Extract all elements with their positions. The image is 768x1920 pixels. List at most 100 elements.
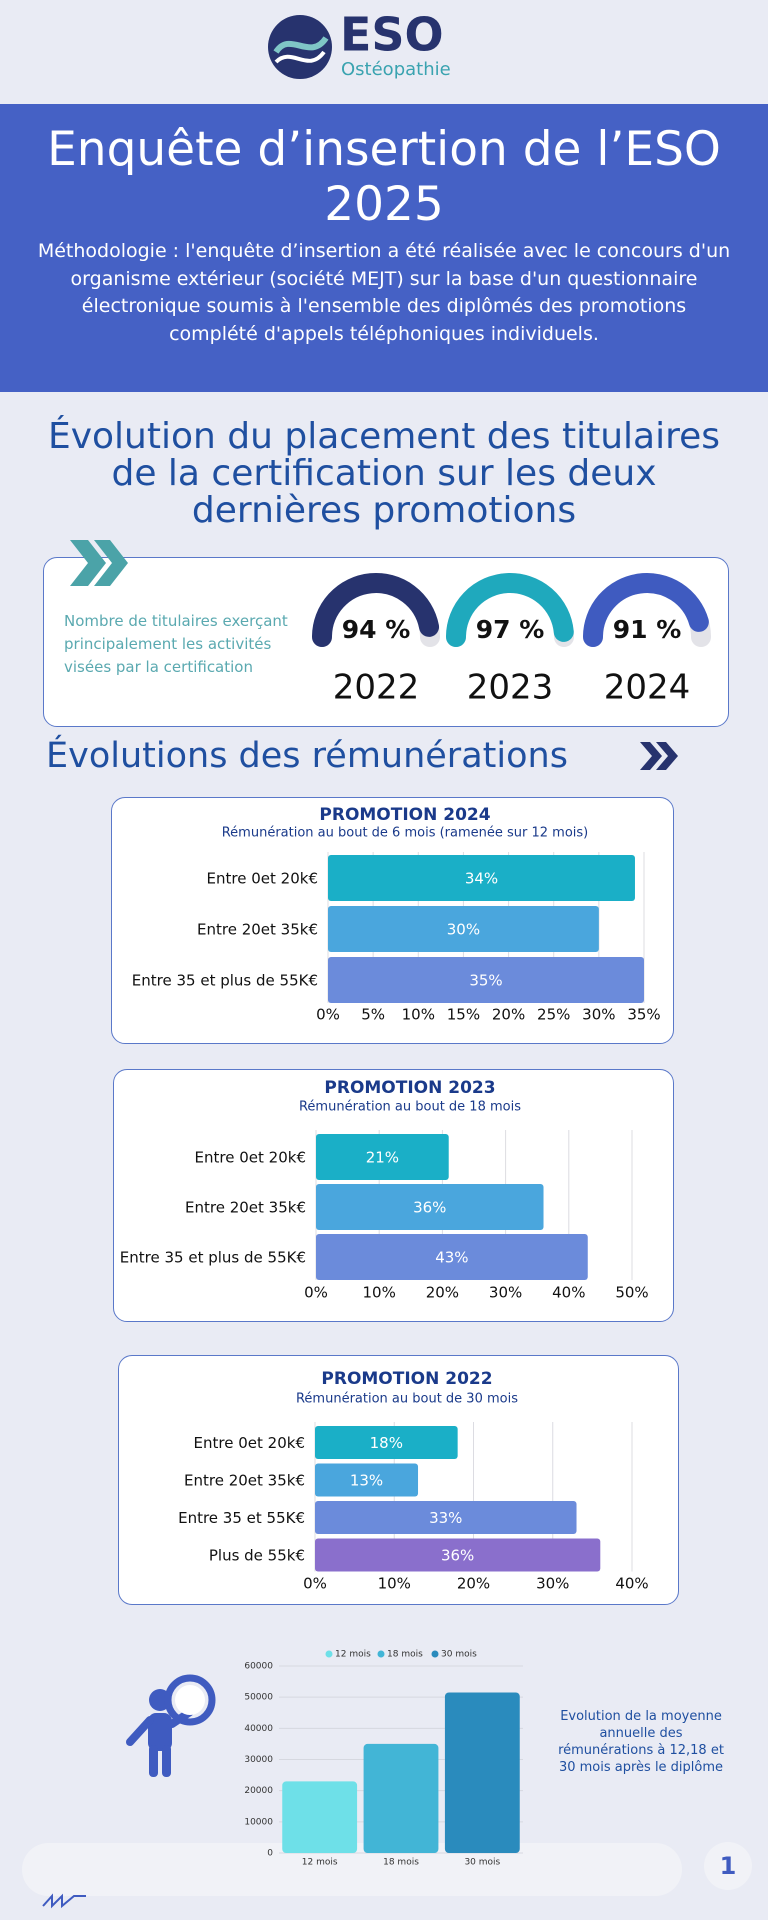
- data-label: 36%: [413, 1199, 446, 1217]
- chart-subtitle: Rémunération au bout de 30 mois: [296, 1392, 518, 1407]
- y-category-label: Entre 35 et plus de 55K€: [120, 1249, 306, 1267]
- y-tick-label: 20000: [244, 1786, 273, 1796]
- bar: [282, 1781, 358, 1853]
- logo-subtitle: Ostéopathie: [341, 59, 451, 80]
- y-category-label: Entre 35 et plus de 55K€: [132, 972, 318, 990]
- chart-title: PROMOTION 2023: [324, 1078, 495, 1098]
- bar: [328, 906, 599, 952]
- x-tick-label: 30 mois: [464, 1858, 500, 1868]
- data-label: 35%: [469, 972, 502, 990]
- bar: [328, 855, 635, 901]
- legend-label: 18 mois: [387, 1650, 423, 1660]
- logo-name: ESO: [340, 8, 444, 62]
- x-tick-label: 20%: [492, 1006, 525, 1024]
- chevron-icon: [70, 540, 128, 586]
- x-tick-label: 25%: [537, 1006, 570, 1024]
- gauge-arc: [583, 573, 709, 647]
- logo-icon: [268, 15, 332, 79]
- y-category-label: Entre 0et 20k€: [207, 870, 318, 888]
- gauge-value: 91 %: [613, 615, 682, 644]
- gauge-arc: [446, 573, 574, 647]
- y-tick-label: 60000: [244, 1662, 273, 1672]
- legend-swatch: [325, 1650, 333, 1658]
- x-tick-label: 18 mois: [383, 1858, 419, 1868]
- bar: [316, 1184, 544, 1230]
- gauge-year: 2023: [467, 668, 554, 708]
- bar: [316, 1134, 449, 1180]
- x-tick-label: 30%: [536, 1575, 569, 1593]
- data-label: 18%: [370, 1434, 403, 1452]
- bar: [328, 957, 644, 1003]
- search-person-icon: [126, 1674, 216, 1777]
- y-category-label: Entre 0et 20k€: [195, 1149, 306, 1167]
- x-tick-label: 12 mois: [302, 1858, 338, 1868]
- data-label: 13%: [350, 1472, 383, 1490]
- chart-subtitle: Rémunération au bout de 18 mois: [299, 1100, 521, 1115]
- page-badge: [704, 1842, 752, 1890]
- methodology: Méthodologie : l'enquête d’insertion a é…: [37, 240, 731, 345]
- y-category-label: Entre 0et 20k€: [194, 1434, 305, 1452]
- x-tick-label: 30%: [489, 1284, 522, 1302]
- legend-label: 12 mois: [335, 1650, 371, 1660]
- legend-swatch: [431, 1650, 439, 1658]
- legend-label: 30 mois: [441, 1650, 477, 1660]
- y-category-label: Entre 20et 35k€: [185, 1199, 306, 1217]
- x-tick-label: 50%: [615, 1284, 648, 1302]
- bar: [363, 1743, 439, 1853]
- data-label: 21%: [366, 1149, 399, 1167]
- y-category-label: Plus de 55k€: [209, 1547, 305, 1565]
- x-tick-label: 20%: [457, 1575, 490, 1593]
- x-tick-label: 10%: [378, 1575, 411, 1593]
- x-tick-label: 10%: [402, 1006, 435, 1024]
- section-title: Évolution du placement des titulaires de…: [47, 416, 721, 531]
- y-tick-label: 30000: [244, 1755, 273, 1765]
- y-tick-label: 40000: [244, 1724, 273, 1734]
- bar: [316, 1234, 588, 1280]
- gauge-year: 2024: [604, 668, 691, 708]
- data-label: 34%: [465, 870, 498, 888]
- data-label: 33%: [429, 1509, 462, 1527]
- y-tick-label: 10000: [244, 1817, 273, 1827]
- bar: [315, 1463, 419, 1497]
- bar: [444, 1692, 520, 1853]
- x-tick-label: 0%: [304, 1284, 328, 1302]
- page-number: 1: [720, 1852, 737, 1880]
- bar: [315, 1538, 601, 1572]
- banner-title: Enquête d’insertion de l’ESO 2025: [47, 122, 721, 232]
- x-tick-label: 20%: [426, 1284, 459, 1302]
- y-category-label: Entre 20et 35k€: [197, 921, 318, 939]
- gauge-description: Nombre de titulaires exerçant principale…: [64, 612, 288, 676]
- bar: [315, 1501, 577, 1534]
- banner: Enquête d’insertion de l’ESO 2025 Méthod…: [0, 104, 768, 392]
- footer-mark: [42, 1893, 86, 1909]
- bar: [315, 1426, 458, 1459]
- x-tick-label: 10%: [363, 1284, 396, 1302]
- chevron-icon: [640, 742, 678, 770]
- y-category-label: Entre 20et 35k€: [184, 1472, 305, 1490]
- x-tick-label: 5%: [361, 1006, 385, 1024]
- gauge-year: 2022: [333, 668, 420, 708]
- x-tick-label: 40%: [615, 1575, 648, 1593]
- gauge-value: 97 %: [476, 615, 545, 644]
- y-tick-label: 50000: [244, 1693, 273, 1703]
- x-tick-label: 0%: [316, 1006, 340, 1024]
- x-tick-label: 35%: [627, 1006, 660, 1024]
- chart-caption: Evolution de la moyenne annuelle des rém…: [558, 1709, 724, 1775]
- data-label: 36%: [441, 1547, 474, 1565]
- x-tick-label: 40%: [552, 1284, 585, 1302]
- y-category-label: Entre 35 et 55K€: [178, 1509, 305, 1527]
- x-tick-label: 15%: [447, 1006, 480, 1024]
- data-label: 30%: [447, 921, 480, 939]
- x-tick-label: 0%: [303, 1575, 327, 1593]
- gauge-arc: [312, 573, 440, 647]
- chart-title: PROMOTION 2022: [321, 1369, 492, 1389]
- chart-subtitle: Rémunération au bout de 6 mois (ramenée …: [222, 826, 589, 841]
- data-label: 43%: [435, 1249, 468, 1267]
- y-tick-label: 0: [267, 1849, 273, 1859]
- section-title: Évolutions des rémunérations: [46, 736, 568, 776]
- chart-title: PROMOTION 2024: [319, 805, 490, 825]
- legend-swatch: [377, 1650, 385, 1658]
- x-tick-label: 30%: [582, 1006, 615, 1024]
